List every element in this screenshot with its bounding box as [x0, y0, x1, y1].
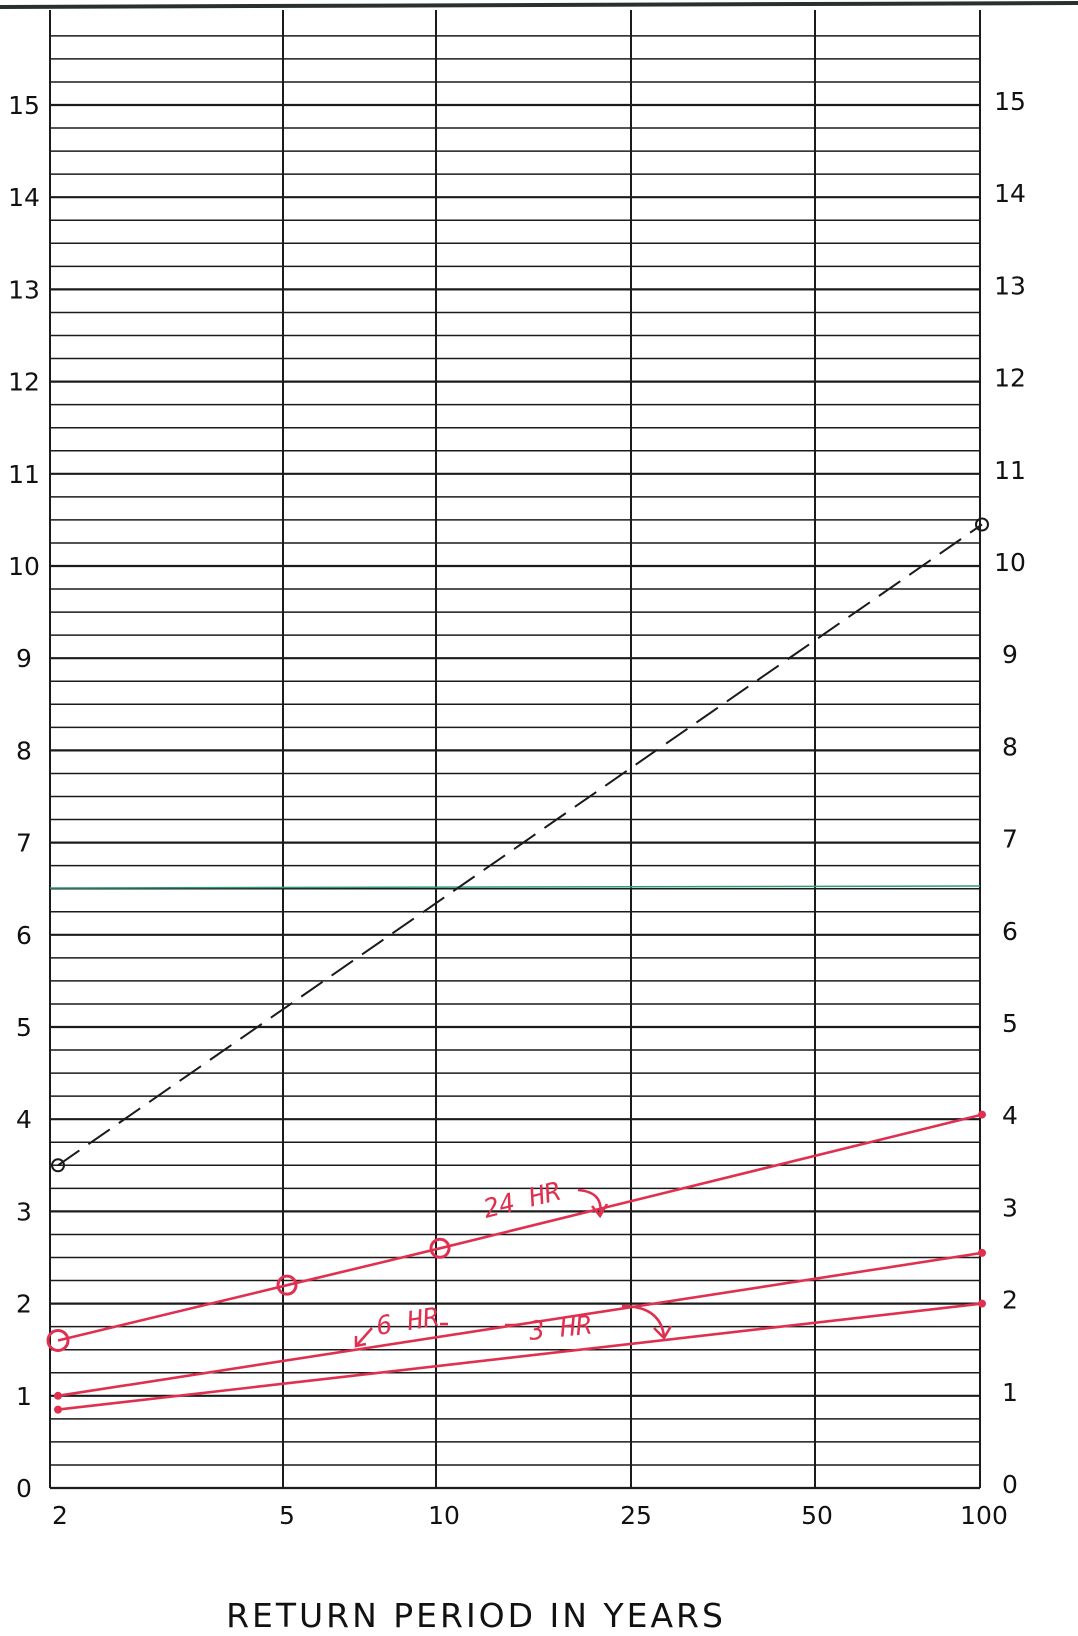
y-tick-label-right: 5 [1002, 1009, 1018, 1038]
data-point [978, 1110, 986, 1119]
annotation-arrowhead [653, 1325, 673, 1341]
x-tick-label: 10 [428, 1501, 460, 1530]
y-tick-label-right: 2 [1002, 1286, 1018, 1315]
data-point [975, 517, 989, 532]
y-tick-label-left: 15 [8, 91, 40, 120]
data-point [978, 1299, 986, 1308]
grid [0, 1, 1078, 1490]
y-tick-label-right: 12 [994, 364, 1026, 393]
y-tick-label-left: 2 [16, 1290, 32, 1319]
annotation-arrow [621, 1304, 666, 1337]
y-tick-label-right: 4 [1002, 1101, 1018, 1130]
y-tick-label-right: 7 [1002, 825, 1018, 854]
y-tick-label-left: 5 [16, 1013, 32, 1042]
data-point [54, 1391, 62, 1400]
data-point [51, 1158, 65, 1173]
y-tick-label-left: 3 [16, 1197, 32, 1226]
annotation-24hr: 24 HR [480, 1177, 563, 1225]
top-border [0, 1, 1078, 9]
data-point [978, 1248, 986, 1257]
y-tick-label-right: 1 [1002, 1378, 1018, 1407]
y-tick-label-right: 3 [1002, 1193, 1018, 1222]
y-tick-label-left: 0 [16, 1474, 32, 1503]
y-tick-label-left: 7 [16, 829, 32, 858]
y-tick-label-left: 13 [8, 275, 40, 304]
x-tick-label: 50 [801, 1501, 833, 1530]
y-tick-label-right: 14 [994, 179, 1026, 208]
series-line [57, 523, 983, 1167]
y-tick-label-right: 6 [1002, 917, 1018, 946]
y-tick-label-left: 12 [8, 368, 40, 397]
x-tick-label: 5 [279, 1501, 295, 1530]
series-line [57, 1113, 983, 1342]
y-tick-label-right: 10 [994, 548, 1026, 577]
y-tick-label-left: 6 [16, 921, 32, 950]
series-line [57, 1302, 983, 1411]
y-tick-label-left: 11 [8, 460, 40, 489]
annotation-arrow [577, 1188, 602, 1216]
data-point [54, 1405, 62, 1414]
annotation-arrowhead [354, 1336, 367, 1348]
x-tick-labels: 2 5 10 25 50 100 [52, 1501, 1008, 1530]
y-tick-label-left: 10 [8, 552, 40, 581]
y-tick-label-right: 11 [994, 456, 1026, 485]
annotation-arrowhead [591, 1203, 609, 1219]
y-tick-label-right: 9 [1002, 640, 1018, 669]
series [46, 517, 989, 1414]
x-tick-label: 2 [52, 1501, 68, 1530]
data-point [276, 1274, 298, 1296]
annotation-3hr: 3 HR [527, 1311, 593, 1347]
y-tick-label-left: 4 [16, 1105, 32, 1134]
data-point [46, 1328, 70, 1352]
y-tick-label-right: 15 [994, 87, 1026, 116]
green-line [49, 885, 981, 889]
y-tick-label-left: 14 [8, 183, 40, 212]
y-tick-label-right: 0 [1002, 1470, 1018, 1499]
annotation-arrow [355, 1327, 373, 1347]
data-point [429, 1237, 451, 1259]
y-tick-label-left: 8 [16, 736, 32, 765]
y-tick-label-right: 8 [1002, 732, 1018, 761]
y-tick-label-left: 9 [16, 644, 32, 673]
annotation-6hr: 6 HR [374, 1302, 441, 1341]
y-tick-label-left: 1 [16, 1382, 32, 1411]
y-tick-label-right: 13 [994, 271, 1026, 300]
x-tick-label: 25 [620, 1501, 652, 1530]
x-tick-label: 100 [960, 1501, 1008, 1530]
x-axis-label: RETURN PERIOD IN YEARS [226, 1596, 726, 1632]
